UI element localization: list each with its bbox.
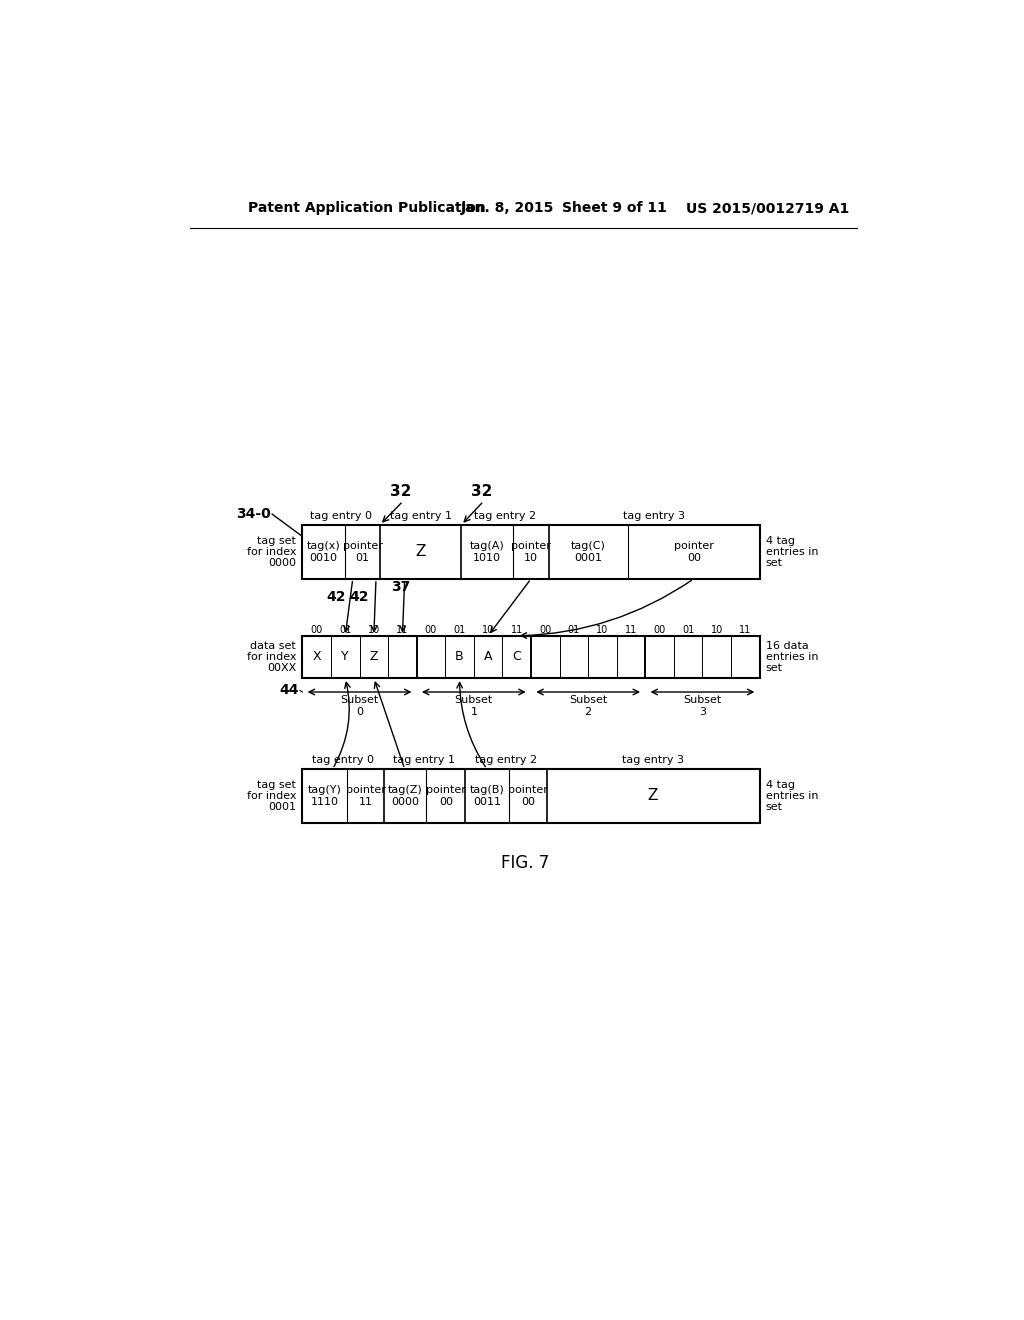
Text: pointer: pointer xyxy=(508,785,548,795)
Text: 10: 10 xyxy=(596,624,608,635)
Text: 1110: 1110 xyxy=(311,797,339,807)
Text: set: set xyxy=(766,663,782,673)
Text: tag entry 2: tag entry 2 xyxy=(475,755,537,764)
Text: B: B xyxy=(456,651,464,664)
Text: 00: 00 xyxy=(425,624,437,635)
Text: US 2015/0012719 A1: US 2015/0012719 A1 xyxy=(686,202,849,215)
Bar xyxy=(302,636,760,678)
Text: 16 data: 16 data xyxy=(766,642,809,651)
Text: Z: Z xyxy=(416,544,426,560)
Text: tag(A): tag(A) xyxy=(470,541,505,550)
Text: FIG. 7: FIG. 7 xyxy=(501,854,549,873)
Text: 1010: 1010 xyxy=(473,553,501,564)
Text: C: C xyxy=(512,651,521,664)
Bar xyxy=(302,525,760,579)
Text: tag entry 1: tag entry 1 xyxy=(393,755,456,764)
Text: set: set xyxy=(766,557,782,568)
Text: Z: Z xyxy=(370,651,378,664)
Text: pointer: pointer xyxy=(426,785,466,795)
Text: 10: 10 xyxy=(524,553,538,564)
Text: 0001: 0001 xyxy=(574,553,602,564)
Text: A: A xyxy=(484,651,493,664)
Text: 00: 00 xyxy=(438,797,453,807)
Text: 00: 00 xyxy=(653,624,666,635)
Text: tag entry 1: tag entry 1 xyxy=(389,511,452,520)
Text: Jan. 8, 2015: Jan. 8, 2015 xyxy=(461,202,555,215)
Bar xyxy=(302,770,760,822)
Text: 01: 01 xyxy=(355,553,370,564)
Text: 4 tag: 4 tag xyxy=(766,536,795,546)
Text: tag set: tag set xyxy=(257,536,296,546)
Text: tag set: tag set xyxy=(257,780,296,791)
Text: Patent Application Publication: Patent Application Publication xyxy=(248,202,485,215)
Text: Subset
3: Subset 3 xyxy=(683,696,722,717)
Text: 00: 00 xyxy=(521,797,535,807)
Text: 10: 10 xyxy=(711,624,723,635)
Text: 00: 00 xyxy=(540,624,551,635)
Text: entries in: entries in xyxy=(766,652,818,661)
Text: 00: 00 xyxy=(687,553,700,564)
Text: Y: Y xyxy=(341,651,349,664)
Text: 00XX: 00XX xyxy=(267,663,296,673)
Text: tag entry 0: tag entry 0 xyxy=(312,755,374,764)
Text: tag(x): tag(x) xyxy=(307,541,341,550)
Text: entries in: entries in xyxy=(766,546,818,557)
Text: 00: 00 xyxy=(310,624,323,635)
Text: 11: 11 xyxy=(625,624,637,635)
Text: 01: 01 xyxy=(567,624,580,635)
Text: 0011: 0011 xyxy=(473,797,501,807)
Text: pointer: pointer xyxy=(674,541,714,550)
Text: Subset
0: Subset 0 xyxy=(340,696,379,717)
Text: data set: data set xyxy=(251,642,296,651)
Text: 34-0: 34-0 xyxy=(236,507,270,521)
Text: 10: 10 xyxy=(482,624,495,635)
Text: tag entry 0: tag entry 0 xyxy=(310,511,372,520)
Text: entries in: entries in xyxy=(766,791,818,801)
Text: for index: for index xyxy=(247,652,296,661)
Text: Subset
1: Subset 1 xyxy=(455,696,493,717)
Text: tag(Z): tag(Z) xyxy=(388,785,423,795)
Text: pointer: pointer xyxy=(511,541,551,550)
Text: tag entry 2: tag entry 2 xyxy=(474,511,537,520)
Text: pointer: pointer xyxy=(342,541,382,550)
Text: 01: 01 xyxy=(339,624,351,635)
Text: 32: 32 xyxy=(471,484,493,499)
Text: 42: 42 xyxy=(326,590,345,605)
Text: Sheet 9 of 11: Sheet 9 of 11 xyxy=(562,202,667,215)
Text: 0001: 0001 xyxy=(268,801,296,812)
Text: 32: 32 xyxy=(390,484,412,499)
Text: tag(Y): tag(Y) xyxy=(308,785,342,795)
Text: 37: 37 xyxy=(391,581,411,594)
Text: 42: 42 xyxy=(349,590,369,605)
Text: 11: 11 xyxy=(739,624,752,635)
Text: 44: 44 xyxy=(279,684,299,697)
Text: 11: 11 xyxy=(511,624,523,635)
Text: 10: 10 xyxy=(368,624,380,635)
Text: Z: Z xyxy=(648,788,658,804)
Text: Subset
2: Subset 2 xyxy=(569,696,607,717)
Text: 0010: 0010 xyxy=(309,553,338,564)
Text: 4 tag: 4 tag xyxy=(766,780,795,791)
Text: set: set xyxy=(766,801,782,812)
Text: 01: 01 xyxy=(682,624,694,635)
Text: 11: 11 xyxy=(396,624,409,635)
Text: tag(C): tag(C) xyxy=(571,541,606,550)
Text: 0000: 0000 xyxy=(391,797,419,807)
Text: pointer: pointer xyxy=(346,785,385,795)
Text: 0000: 0000 xyxy=(268,557,296,568)
Text: X: X xyxy=(312,651,321,664)
Text: 01: 01 xyxy=(454,624,466,635)
Text: 11: 11 xyxy=(358,797,373,807)
Text: for index: for index xyxy=(247,546,296,557)
Text: tag entry 3: tag entry 3 xyxy=(622,755,684,764)
Text: tag(B): tag(B) xyxy=(470,785,505,795)
Text: tag entry 3: tag entry 3 xyxy=(624,511,685,520)
Text: for index: for index xyxy=(247,791,296,801)
